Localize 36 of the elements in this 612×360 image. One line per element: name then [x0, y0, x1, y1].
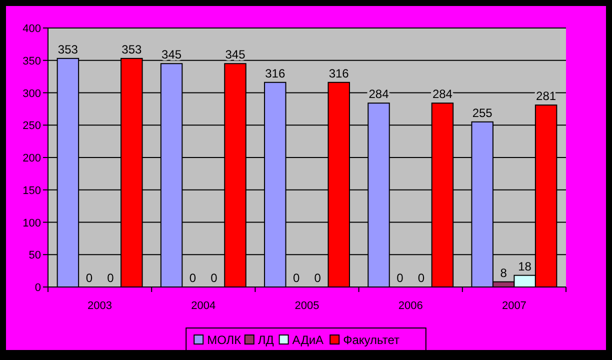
data-label: 316 [265, 66, 286, 80]
data-label: 0 [86, 271, 93, 285]
data-label: 255 [472, 106, 493, 120]
data-label: 345 [225, 48, 246, 62]
data-label: 353 [122, 42, 142, 56]
x-tick-label: 2004 [191, 300, 216, 312]
data-label: 18 [518, 259, 532, 274]
x-tick-label: 2003 [88, 300, 112, 312]
y-tick-label: 300 [22, 88, 41, 100]
data-label: 0 [418, 271, 425, 285]
data-label: 8 [500, 266, 508, 280]
legend-label: МОЛК [207, 333, 242, 347]
y-tick-label: 400 [22, 23, 41, 35]
data-label: 0 [396, 271, 404, 285]
y-tick-label: 350 [22, 55, 41, 68]
y-tick-label: 100 [22, 217, 41, 230]
legend-label: ЛД [258, 333, 274, 347]
y-tick-label: 50 [28, 250, 41, 262]
data-label: 281 [536, 89, 556, 104]
legend-label: Факультет [343, 333, 400, 347]
data-label: 353 [58, 42, 78, 56]
data-label: 0 [107, 271, 114, 285]
y-tick-label: 200 [22, 152, 41, 164]
legend-label: АДиА [292, 333, 324, 347]
x-tick-label: 2007 [502, 300, 526, 312]
data-label: 0 [293, 271, 300, 285]
data-label: 0 [210, 271, 218, 285]
x-tick-label: 2005 [294, 300, 320, 312]
data-label: 316 [328, 66, 350, 80]
y-tick-label: 250 [22, 120, 41, 132]
y-tick-label: 150 [22, 184, 41, 197]
y-tick-label: 0 [34, 282, 41, 294]
data-label: 0 [189, 271, 196, 285]
data-label: 345 [162, 48, 182, 62]
data-label: 0 [314, 271, 322, 285]
x-tick-label: 2006 [398, 300, 423, 312]
